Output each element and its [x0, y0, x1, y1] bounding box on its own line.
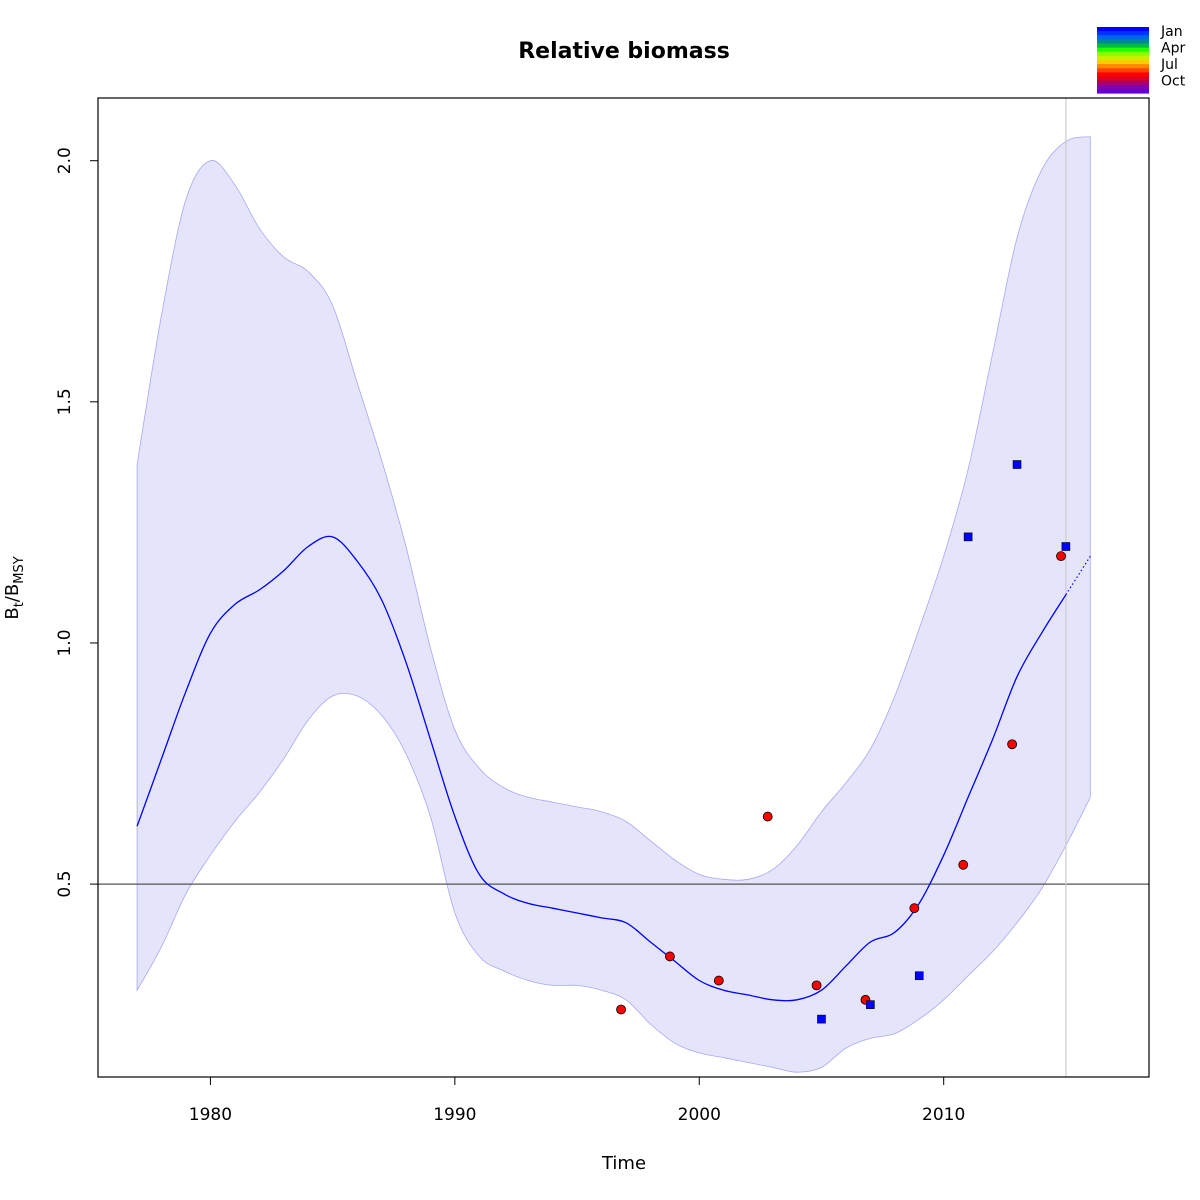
legend-label: Jan — [1160, 24, 1183, 40]
y-tick-label: 1.5 — [55, 388, 75, 415]
legend-color-swatch — [1097, 68, 1149, 73]
observation-red-point — [811, 980, 822, 991]
legend-color-swatch — [1097, 72, 1149, 78]
legend-color-swatch — [1097, 84, 1149, 90]
observation-blue-point — [963, 532, 973, 542]
biomass-estimate-line — [136, 535, 1067, 1002]
observation-red-point — [665, 951, 675, 962]
legend-color-swatch — [1097, 51, 1149, 57]
y-axis: 0.5 1.0 1.5 2.0 — [55, 147, 98, 898]
x-axis: 1980 1990 2000 2010 — [189, 1077, 965, 1125]
legend-color-swatch — [1097, 60, 1149, 65]
legend-color-swatch — [1097, 31, 1149, 36]
x-tick-label: 1980 — [189, 1105, 232, 1125]
x-axis-label: Time — [601, 1153, 646, 1174]
y-tick-label: 2.0 — [55, 147, 75, 174]
y-axis-label: Bt/BMSY — [2, 556, 27, 619]
legend-color-swatch — [1097, 43, 1149, 49]
y-label-sep: / — [2, 595, 23, 602]
legend-color-swatch — [1097, 55, 1149, 61]
observation-red-point — [762, 811, 773, 822]
legend-color-swatch — [1097, 80, 1149, 86]
legend-color-swatch — [1097, 39, 1149, 45]
legend-color-swatch — [1097, 47, 1149, 53]
observation-blue-point — [1012, 460, 1022, 469]
legend-label: Oct — [1161, 74, 1186, 90]
observation-blue-point — [866, 1000, 875, 1009]
observation-red-point — [1056, 551, 1066, 562]
x-tick-label: 1990 — [433, 1105, 476, 1125]
x-tick-label: 2010 — [922, 1105, 965, 1125]
legend-color-swatch — [1097, 64, 1149, 69]
y-tick-label: 1.0 — [55, 629, 75, 656]
legend-color-swatch — [1097, 76, 1149, 82]
legend-color-swatch — [1097, 88, 1149, 94]
legend-label: Apr — [1161, 41, 1185, 57]
plot-area — [98, 98, 1149, 1077]
confidence-band — [136, 136, 1091, 1073]
legend-color-swatch — [1097, 35, 1149, 40]
y-label-b1: B — [2, 607, 23, 619]
observation-red-point — [713, 975, 724, 986]
observation-blue-point — [914, 971, 924, 981]
x-tick-label: 2000 — [678, 1105, 721, 1125]
y-label-sub1: t — [12, 602, 27, 607]
observation-blue-point — [817, 1014, 826, 1024]
observation-red-point — [1007, 739, 1018, 750]
y-label-b2: B — [2, 584, 23, 596]
observation-red-point — [616, 1004, 626, 1015]
chart-title: Relative biomass — [518, 39, 730, 64]
observation-red-point — [958, 859, 969, 870]
observation-red-point — [909, 903, 920, 914]
y-tick-label: 0.5 — [55, 871, 75, 898]
y-label-sub2: MSY — [12, 556, 27, 583]
legend-label: Jul — [1160, 57, 1178, 73]
legend-color-swatch — [1097, 27, 1149, 32]
plot-frame — [97, 97, 1150, 1078]
observation-blue-point — [1061, 542, 1071, 551]
